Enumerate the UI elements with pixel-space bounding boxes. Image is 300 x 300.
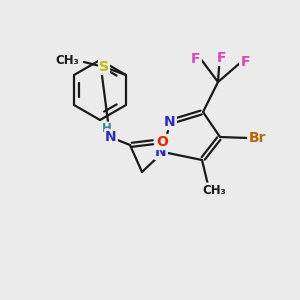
Text: CH₃: CH₃ <box>55 53 79 67</box>
Text: F: F <box>240 55 250 69</box>
Text: N: N <box>164 115 176 129</box>
Text: Br: Br <box>248 131 266 145</box>
Text: N: N <box>155 145 167 159</box>
Text: O: O <box>156 135 168 149</box>
Text: F: F <box>216 51 226 65</box>
Text: H: H <box>102 122 112 136</box>
Text: CH₃: CH₃ <box>202 184 226 196</box>
Text: F: F <box>191 52 201 66</box>
Text: S: S <box>99 60 109 74</box>
Text: N: N <box>105 130 117 144</box>
